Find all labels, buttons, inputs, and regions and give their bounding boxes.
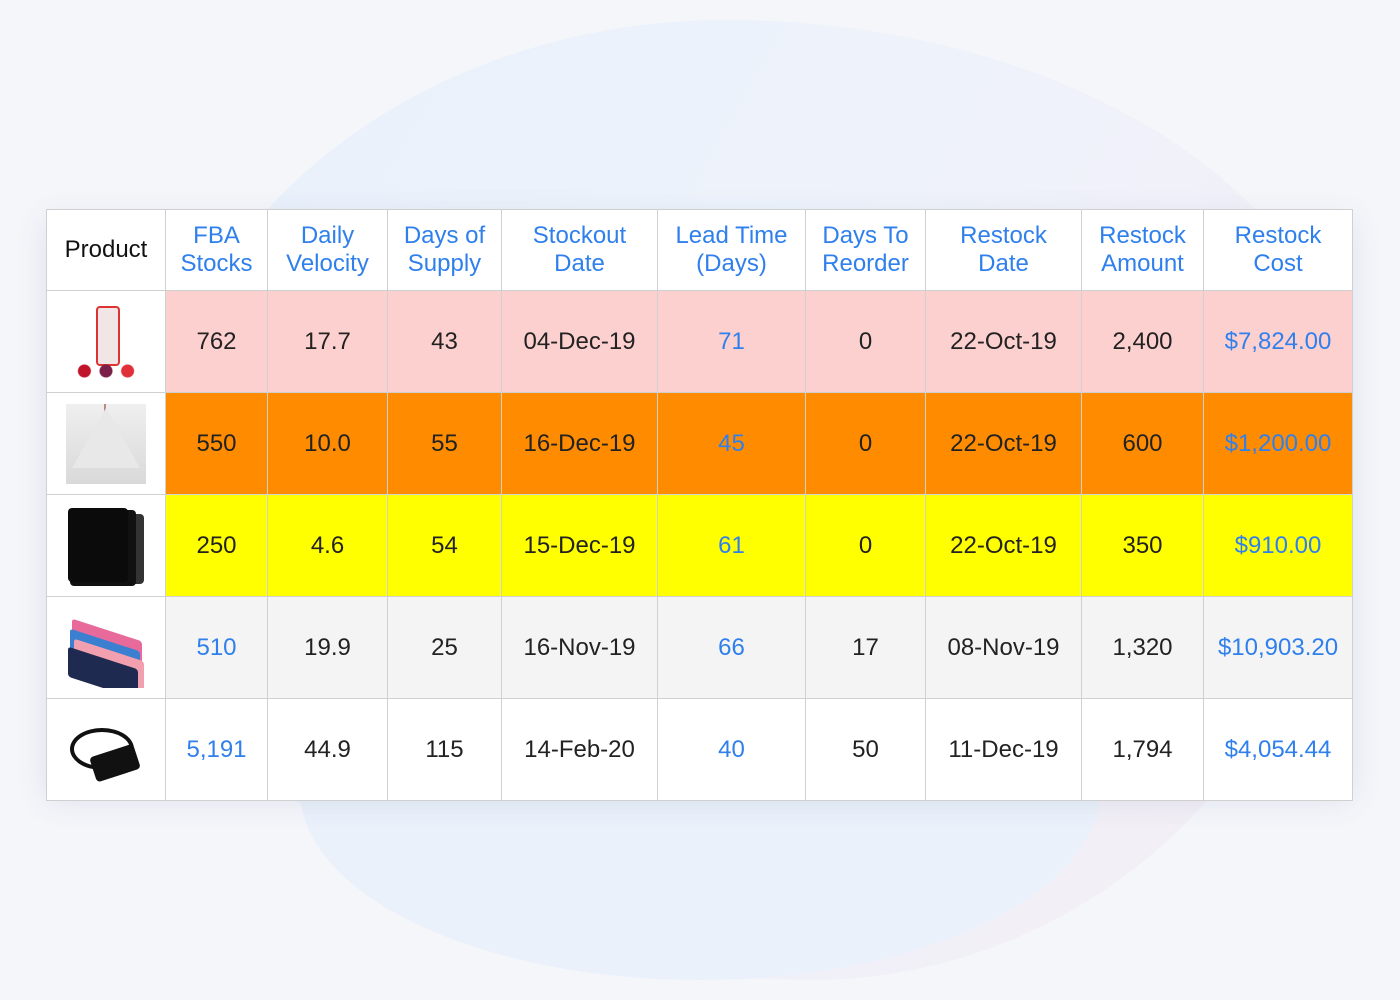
header-restock-amount[interactable]: Restock Amount bbox=[1081, 209, 1204, 291]
days-to-reorder-cell: 0 bbox=[805, 290, 926, 393]
restock-cost-link[interactable]: $10,903.20 bbox=[1203, 596, 1353, 699]
product-cell bbox=[46, 494, 166, 597]
restock-amount-cell: 350 bbox=[1081, 494, 1204, 597]
lead-time-link[interactable]: 66 bbox=[657, 596, 806, 699]
header-fba-stocks[interactable]: FBA Stocks bbox=[165, 209, 268, 291]
product-cell bbox=[46, 596, 166, 699]
power-adapter-product-image[interactable] bbox=[66, 709, 146, 790]
microfiber-cloths-product-image[interactable] bbox=[66, 607, 146, 688]
black-case-product-image[interactable] bbox=[66, 505, 146, 586]
header-restock-date[interactable]: Restock Date bbox=[925, 209, 1082, 291]
restock-amount-cell: 2,400 bbox=[1081, 290, 1204, 393]
table-row: 5,191 44.9 115 14-Feb-20 40 50 11-Dec-19… bbox=[46, 698, 1353, 801]
restock-amount-cell: 1,794 bbox=[1081, 698, 1204, 801]
header-days-to-reorder[interactable]: Days To Reorder bbox=[805, 209, 926, 291]
days-to-reorder-cell: 0 bbox=[805, 392, 926, 495]
days-of-supply-cell: 25 bbox=[387, 596, 502, 699]
restock-date-cell: 22-Oct-19 bbox=[925, 494, 1082, 597]
header-row: Product FBA Stocks Daily Velocity Days of S… bbox=[46, 209, 1353, 291]
lead-time-link[interactable]: 71 bbox=[657, 290, 806, 393]
fba-stocks-cell: 250 bbox=[165, 494, 268, 597]
stockout-date-cell: 15-Dec-19 bbox=[501, 494, 658, 597]
daily-velocity-cell: 19.9 bbox=[267, 596, 388, 699]
restock-date-cell: 22-Oct-19 bbox=[925, 392, 1082, 495]
lead-time-link[interactable]: 61 bbox=[657, 494, 806, 597]
table-row: 762 17.7 43 04-Dec-19 71 0 22-Oct-19 2,4… bbox=[46, 290, 1353, 393]
restock-amount-cell: 600 bbox=[1081, 392, 1204, 495]
fba-stocks-link[interactable]: 5,191 bbox=[165, 698, 268, 801]
stockout-date-cell: 16-Dec-19 bbox=[501, 392, 658, 495]
restock-cost-link[interactable]: $1,200.00 bbox=[1203, 392, 1353, 495]
days-of-supply-cell: 54 bbox=[387, 494, 502, 597]
days-to-reorder-cell: 50 bbox=[805, 698, 926, 801]
daily-velocity-cell: 10.0 bbox=[267, 392, 388, 495]
header-daily-velocity[interactable]: Daily Velocity bbox=[267, 209, 388, 291]
mesh-bag-product-image[interactable] bbox=[66, 403, 146, 484]
daily-velocity-cell: 44.9 bbox=[267, 698, 388, 801]
header-days-of-supply[interactable]: Days of Supply bbox=[387, 209, 502, 291]
fba-stocks-cell: 762 bbox=[165, 290, 268, 393]
restock-date-cell: 22-Oct-19 bbox=[925, 290, 1082, 393]
table-row: 250 4.6 54 15-Dec-19 61 0 22-Oct-19 350 … bbox=[46, 494, 1353, 597]
product-cell bbox=[46, 290, 166, 393]
restock-cost-link[interactable]: $910.00 bbox=[1203, 494, 1353, 597]
table-row: 510 19.9 25 16-Nov-19 66 17 08-Nov-19 1,… bbox=[46, 596, 1353, 699]
product-cell bbox=[46, 698, 166, 801]
header-lead-time[interactable]: Lead Time (Days) bbox=[657, 209, 806, 291]
restock-table: Product FBA Stocks Daily Velocity Days of S… bbox=[46, 209, 1353, 801]
daily-velocity-cell: 17.7 bbox=[267, 290, 388, 393]
lead-time-link[interactable]: 45 bbox=[657, 392, 806, 495]
days-of-supply-cell: 55 bbox=[387, 392, 502, 495]
stockout-date-cell: 04-Dec-19 bbox=[501, 290, 658, 393]
fba-stocks-cell: 550 bbox=[165, 392, 268, 495]
restock-cost-link[interactable]: $4,054.44 bbox=[1203, 698, 1353, 801]
restock-amount-cell: 1,320 bbox=[1081, 596, 1204, 699]
header-product[interactable]: Product bbox=[46, 209, 166, 291]
restock-date-cell: 08-Nov-19 bbox=[925, 596, 1082, 699]
restock-cost-link[interactable]: $7,824.00 bbox=[1203, 290, 1353, 393]
stockout-date-cell: 14-Feb-20 bbox=[501, 698, 658, 801]
lead-time-link[interactable]: 40 bbox=[657, 698, 806, 801]
product-cell bbox=[46, 392, 166, 495]
stockout-date-cell: 16-Nov-19 bbox=[501, 596, 658, 699]
restock-table-card: Product FBA Stocks Daily Velocity Days of S… bbox=[46, 209, 1353, 801]
header-stockout-date[interactable]: Stockout Date bbox=[501, 209, 658, 291]
days-of-supply-cell: 43 bbox=[387, 290, 502, 393]
header-restock-cost[interactable]: Restock Cost bbox=[1203, 209, 1353, 291]
water-bottle-product-image[interactable] bbox=[66, 301, 146, 382]
days-to-reorder-cell: 0 bbox=[805, 494, 926, 597]
fba-stocks-link[interactable]: 510 bbox=[165, 596, 268, 699]
days-to-reorder-cell: 17 bbox=[805, 596, 926, 699]
days-of-supply-cell: 115 bbox=[387, 698, 502, 801]
restock-date-cell: 11-Dec-19 bbox=[925, 698, 1082, 801]
daily-velocity-cell: 4.6 bbox=[267, 494, 388, 597]
table-row: 550 10.0 55 16-Dec-19 45 0 22-Oct-19 600… bbox=[46, 392, 1353, 495]
